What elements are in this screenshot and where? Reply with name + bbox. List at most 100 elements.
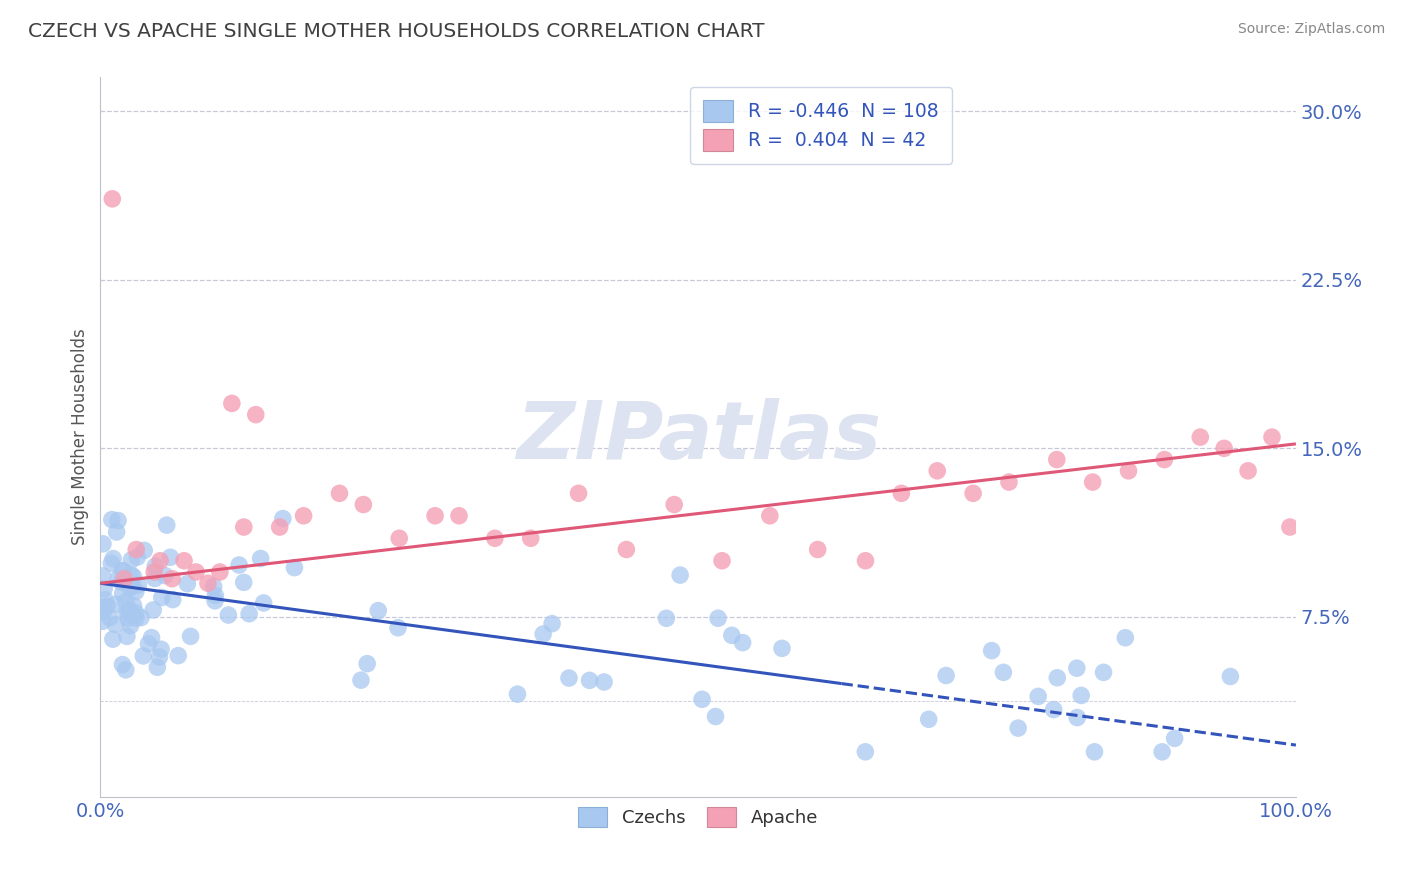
Point [1237, 464, 1260, 478]
Point [1118, 464, 1140, 478]
Point [690, 692, 713, 706]
Point [176, 576, 198, 591]
Point [202, 579, 225, 593]
Point [167, 648, 190, 663]
Point [350, 673, 373, 688]
Point [1066, 710, 1088, 724]
Point [118, 581, 141, 595]
Point [125, 542, 148, 557]
Point [853, 745, 876, 759]
Text: ZIPatlas: ZIPatlas [516, 398, 880, 476]
Point [228, 558, 250, 572]
Point [122, 599, 145, 613]
Point [1153, 452, 1175, 467]
Point [1261, 430, 1284, 444]
Point [91, 569, 114, 583]
Point [208, 565, 231, 579]
Point [149, 554, 172, 568]
Point [153, 568, 176, 582]
Point [138, 637, 160, 651]
Point [142, 603, 165, 617]
Point [890, 486, 912, 500]
Point [519, 531, 541, 545]
Point [141, 631, 163, 645]
Point [578, 673, 600, 688]
Point [998, 475, 1021, 489]
Point [232, 520, 254, 534]
Point [367, 604, 389, 618]
Point [567, 486, 589, 500]
Point [1092, 665, 1115, 680]
Point [150, 591, 173, 605]
Point [118, 605, 141, 619]
Point [143, 565, 166, 579]
Point [283, 560, 305, 574]
Point [104, 617, 127, 632]
Point [100, 556, 122, 570]
Point [1083, 745, 1105, 759]
Point [143, 559, 166, 574]
Point [616, 542, 638, 557]
Point [1026, 690, 1049, 704]
Point [184, 565, 207, 579]
Y-axis label: Single Mother Households: Single Mother Households [72, 329, 89, 546]
Point [935, 668, 957, 682]
Point [107, 571, 129, 585]
Point [249, 551, 271, 566]
Point [150, 642, 173, 657]
Point [112, 572, 135, 586]
Point [111, 564, 134, 578]
Point [232, 575, 254, 590]
Point [328, 486, 350, 500]
Point [156, 518, 179, 533]
Point [245, 408, 267, 422]
Point [356, 657, 378, 671]
Point [221, 396, 243, 410]
Point [1278, 520, 1301, 534]
Point [204, 589, 226, 603]
Point [669, 568, 692, 582]
Point [993, 665, 1015, 680]
Point [104, 597, 127, 611]
Point [292, 508, 315, 523]
Point [112, 564, 135, 578]
Point [115, 595, 138, 609]
Point [1046, 452, 1069, 467]
Text: Source: ZipAtlas.com: Source: ZipAtlas.com [1237, 22, 1385, 37]
Point [98, 610, 121, 624]
Point [105, 524, 128, 539]
Point [115, 606, 138, 620]
Point [143, 572, 166, 586]
Point [253, 596, 276, 610]
Point [271, 511, 294, 525]
Point [101, 551, 124, 566]
Point [541, 616, 564, 631]
Point [101, 632, 124, 647]
Point [173, 554, 195, 568]
Point [114, 663, 136, 677]
Point [122, 569, 145, 583]
Point [1114, 631, 1136, 645]
Point [93, 600, 115, 615]
Point [197, 576, 219, 591]
Point [387, 621, 409, 635]
Point [238, 607, 260, 621]
Legend: Czechs, Apache: Czechs, Apache [571, 800, 825, 835]
Point [506, 687, 529, 701]
Point [101, 192, 124, 206]
Point [770, 641, 793, 656]
Point [1007, 721, 1029, 735]
Point [129, 610, 152, 624]
Point [159, 550, 181, 565]
Point [148, 650, 170, 665]
Point [759, 508, 782, 523]
Point [146, 660, 169, 674]
Point [110, 574, 132, 589]
Point [731, 635, 754, 649]
Point [1213, 442, 1236, 456]
Point [388, 531, 411, 545]
Point [204, 594, 226, 608]
Point [664, 498, 686, 512]
Point [127, 578, 149, 592]
Point [447, 508, 470, 523]
